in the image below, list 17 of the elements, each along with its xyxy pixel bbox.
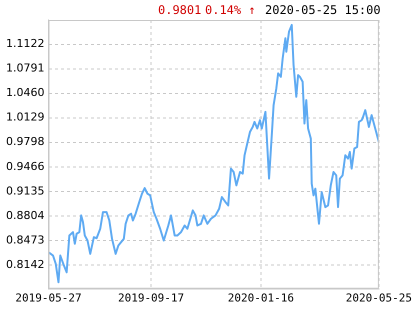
y-tick-label: 0.8142: [6, 258, 44, 271]
y-tick-label: 1.0129: [6, 110, 44, 124]
y-tick-label: 0.9466: [6, 160, 44, 173]
y-tick-label: 0.8804: [6, 208, 44, 222]
y-tick-label: 1.0460: [6, 86, 44, 100]
x-tick-label: 2019-05-27: [15, 291, 82, 304]
text: 2020-05-25 15:00: [265, 3, 381, 17]
y-tick-label: 1.1122: [6, 37, 44, 50]
text: 0.9801: [158, 3, 202, 17]
x-tick-label: 2020-01-16: [228, 291, 294, 304]
text: 0.14% ↑: [205, 3, 256, 17]
y-tick-label: 0.9135: [6, 184, 44, 198]
y-tick-label: 1.0791: [6, 62, 44, 75]
y-tick-label: 0.9798: [6, 135, 44, 148]
x-tick-label: 2019-09-17: [118, 291, 184, 304]
y-tick-label: 0.8473: [6, 233, 44, 246]
x-tick-label: 2020-05-25: [346, 291, 412, 304]
